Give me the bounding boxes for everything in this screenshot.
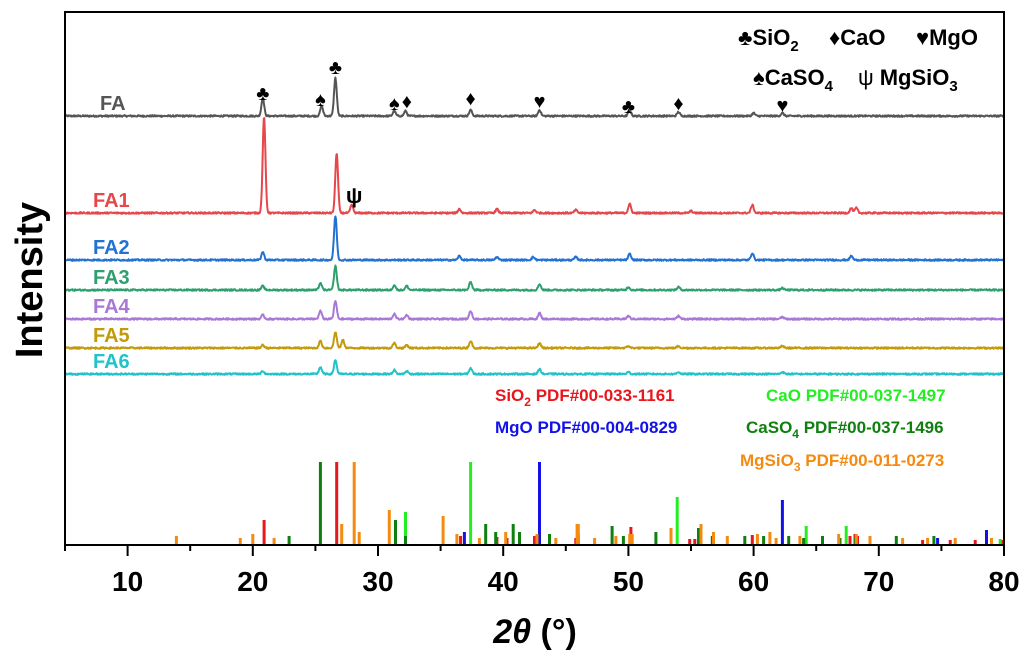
legend-text: CaO	[840, 25, 885, 50]
series-label-fa6: FA6	[93, 351, 130, 373]
series-line-fa3	[64, 264, 1005, 292]
series-line-fa4	[64, 300, 1005, 321]
series-label-fa: FA	[100, 93, 126, 115]
x-tick-label: 30	[362, 566, 393, 597]
peak-marker: ♣	[622, 96, 635, 118]
legend-entry-cao: ♦CaO	[829, 25, 885, 50]
x-tick-label: 40	[488, 566, 519, 597]
peak-marker: ♣	[256, 83, 269, 105]
series-label-fa5: FA5	[93, 325, 130, 347]
legend-text: MgO	[929, 25, 978, 50]
legend-text: MgSiO	[880, 65, 950, 90]
series-layer	[64, 76, 1005, 376]
pdf-ref-caso4: CaSO4 PDF#00-037-1496	[746, 418, 944, 441]
legend-sub: 3	[949, 78, 957, 95]
x-tick-label: 80	[988, 566, 1019, 597]
series-line-fa2	[64, 215, 1005, 262]
series-label-fa2: FA2	[93, 237, 130, 259]
peak-marker: ♥	[776, 95, 788, 117]
x-axis-label: 2θ (°)	[492, 613, 577, 651]
peak-marker: ♦	[465, 88, 475, 110]
series-label-fa3: FA3	[93, 267, 130, 289]
x-tick-label: 20	[237, 566, 268, 597]
legend-symbol: ♠	[753, 65, 765, 90]
x-tick-label: 10	[112, 566, 143, 597]
legend-text: SiO	[752, 25, 790, 50]
legend-sub: 4	[825, 78, 834, 95]
series-label-fa1: FA1	[93, 190, 130, 212]
peak-marker: ♦	[673, 93, 683, 115]
peak-marker: ♣	[329, 57, 342, 79]
series-line-fa5	[64, 331, 1005, 350]
peak-markers-layer: ♣ ♠♣♠ ♦ ♦ ♥ ♣ ♦ ♥ψ	[256, 57, 788, 208]
peak-marker: ♠	[389, 93, 400, 115]
legend-text: CaSO	[765, 65, 825, 90]
reference-sticks-layer	[174, 462, 1005, 544]
y-axis-label: Intensity	[9, 202, 51, 358]
series-line-fa6	[64, 359, 1005, 376]
pdf-reference-legend: SiO2 PDF#00-033-1161 CaO PDF#00-037-1497…	[495, 386, 946, 474]
series-label-fa4: FA4	[93, 296, 131, 318]
legend-symbol: ♣	[738, 25, 752, 50]
x-tick-label: 60	[738, 566, 769, 597]
legend-sub: 2	[790, 38, 798, 55]
legend-entry-sio2: ♣SiO2	[738, 25, 799, 55]
legend-symbol: ψ	[858, 65, 874, 90]
x-tick-label: 70	[863, 566, 894, 597]
series-line-fa1	[64, 117, 1005, 215]
plot-frame	[64, 11, 1005, 546]
legend-entry-mgsio3: ψ MgSiO3	[858, 65, 958, 95]
pdf-ref-cao: CaO PDF#00-037-1497	[766, 386, 946, 405]
legend-symbol: ♦	[829, 25, 840, 50]
legend-entry-mgo: ♥MgO	[916, 25, 978, 50]
peak-marker: ♥	[534, 91, 546, 113]
peak-marker: ♠	[315, 89, 326, 111]
pdf-ref-mgo: MgO PDF#00-004-0829	[495, 418, 677, 437]
series-line-fa	[64, 76, 1005, 118]
legend-symbol: ♥	[916, 25, 929, 50]
pdf-ref-sio2: SiO2 PDF#00-033-1161	[495, 386, 675, 409]
x-tick-label: 50	[613, 566, 644, 597]
peak-marker: ♦	[402, 91, 412, 113]
legend-entry-caso4: ♠CaSO4	[753, 65, 834, 95]
symbol-legend: ♣SiO2 ♦CaO ♥MgO ♠CaSO4 ψ MgSiO3	[738, 25, 978, 95]
pdf-ref-mgsio3: MgSiO3 PDF#00-011-0273	[740, 451, 944, 474]
series-labels-layer: FA FA1 FA2 FA3 FA4 FA5 FA6	[93, 93, 131, 373]
peak-marker: ψ	[346, 183, 363, 208]
x-ticks-layer: 10 20 30 40 50 60 70 80	[64, 545, 1020, 597]
